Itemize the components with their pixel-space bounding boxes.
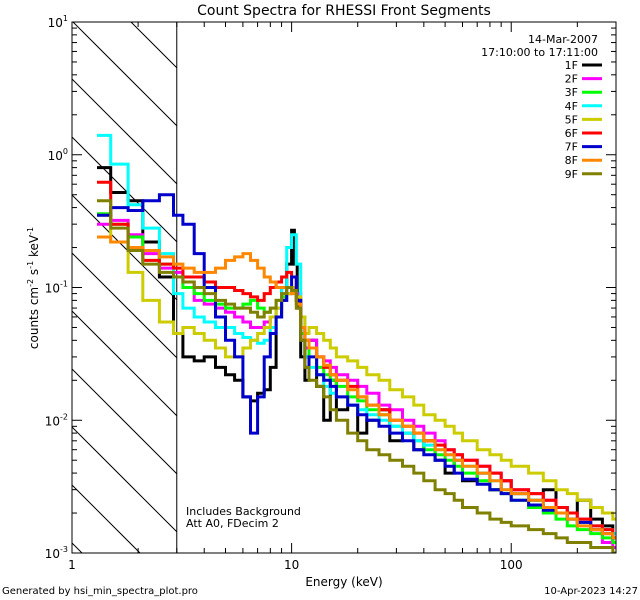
series-line-5f xyxy=(97,213,616,521)
footer-timestamp: 10-Apr-2023 14:27 xyxy=(544,586,638,597)
x-tick-label: 1 xyxy=(68,558,76,572)
legend-label-1f: 1F xyxy=(565,59,578,72)
x-tick-label: 10 xyxy=(284,558,299,572)
y-axis-label-mid: s xyxy=(27,269,41,279)
y-tick-label: 10-1 xyxy=(45,280,68,296)
chart-title: Count Spectra for RHESSI Front Segments xyxy=(197,3,491,19)
hatch-line xyxy=(71,252,178,359)
y-tick-label: 10-3 xyxy=(45,545,68,561)
attenuator-hatch-region xyxy=(71,21,178,554)
y-axis-label-end: keV xyxy=(27,234,41,261)
series-line-9f xyxy=(97,199,616,553)
legend-label-5f: 5F xyxy=(565,113,578,126)
y-axis-label-main: counts cm xyxy=(27,287,41,349)
y-axis-label-sup1: -2 xyxy=(26,279,35,287)
series-line-1f xyxy=(97,166,616,544)
legend-label-4f: 4F xyxy=(565,100,578,113)
legend-label-8f: 8F xyxy=(565,154,578,167)
y-tick-label: 100 xyxy=(48,147,68,163)
hatch-line xyxy=(71,78,178,185)
hatch-line xyxy=(71,542,83,554)
generated-by-label: Generated by hsi_min_spectra_plot.pro xyxy=(2,586,198,597)
hatch-line xyxy=(71,136,178,243)
y-axis: 10-3 10-2 10-1 100 101 xyxy=(45,14,616,561)
y-axis-label-sup2: -1 xyxy=(26,261,35,269)
hatch-line xyxy=(71,194,178,301)
time-range-label: 17:10:00 to 17:11:00 xyxy=(481,46,598,59)
y-axis-label-sup3: -1 xyxy=(26,227,35,235)
hatch-line xyxy=(72,21,178,127)
x-axis: 1 10 100 xyxy=(68,22,617,572)
hatch-line xyxy=(71,368,178,475)
hatch-line xyxy=(71,426,178,533)
x-axis-label: Energy (keV) xyxy=(305,575,382,589)
legend-label-9f: 9F xyxy=(565,168,578,181)
legend-label-3f: 3F xyxy=(565,86,578,99)
x-tick-label: 100 xyxy=(500,558,523,572)
legend-label-6f: 6F xyxy=(565,127,578,140)
y-tick-label: 10-2 xyxy=(45,412,68,428)
series-layer xyxy=(97,133,616,553)
date-label: 14-Mar-2007 xyxy=(528,33,598,46)
hatch-line xyxy=(130,21,178,69)
legend-label-7f: 7F xyxy=(565,141,578,154)
annotation-attenuator: Att A0, FDecim 2 xyxy=(186,517,279,530)
y-tick-label: 101 xyxy=(48,14,68,30)
hatch-line xyxy=(71,484,141,554)
y-axis-label: counts cm-2 s-1 keV-1 xyxy=(26,227,41,349)
hatch-line xyxy=(71,310,178,417)
series-line-7f xyxy=(97,193,616,540)
annotation-background: Includes Background xyxy=(186,505,301,518)
legend-label-2f: 2F xyxy=(565,73,578,86)
series-line-8f xyxy=(97,235,616,540)
